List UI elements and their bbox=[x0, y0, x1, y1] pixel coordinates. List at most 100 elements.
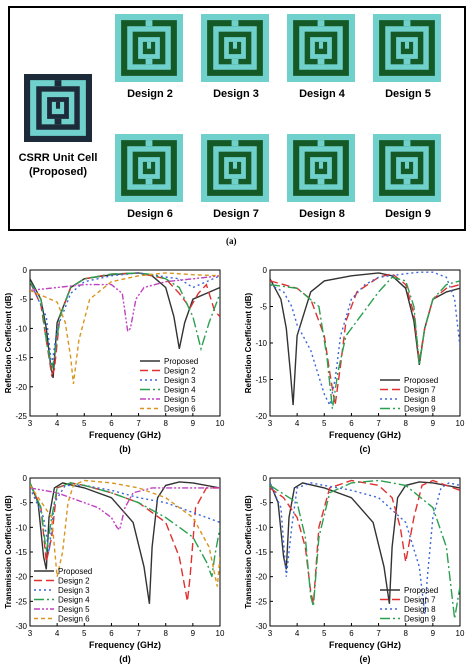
x-tick-label: 9 bbox=[431, 419, 436, 428]
x-tick-label: 9 bbox=[431, 629, 436, 638]
y-tick-label: -5 bbox=[20, 295, 28, 304]
x-tick-label: 7 bbox=[136, 419, 141, 428]
design-grid-panel: CSRR Unit Cell (Proposed) Design 2 Desig… bbox=[8, 6, 466, 231]
cell-outer-split bbox=[403, 20, 411, 27]
y-tick-label: -15 bbox=[255, 376, 267, 385]
x-tick-label: 5 bbox=[82, 419, 87, 428]
legend-entry: Design 6 bbox=[58, 615, 90, 624]
y-tick-label: -10 bbox=[255, 339, 267, 348]
design-8-image bbox=[287, 134, 355, 202]
design-2-image bbox=[115, 14, 183, 82]
chart-caption: (c) bbox=[360, 444, 371, 454]
y-tick-label: -5 bbox=[260, 303, 268, 312]
legend-entry: Design 8 bbox=[404, 605, 436, 614]
legend-entry: Design 3 bbox=[58, 586, 90, 595]
transmission-chart-e: 3 4 5 6 7 8 9 10 0 -5 -10 -15 -20 -25 -30 Frequency (GH… bbox=[244, 474, 465, 664]
x-tick-label: 6 bbox=[109, 629, 114, 638]
y-tick-label: -25 bbox=[15, 597, 27, 606]
series-line-design-5 bbox=[30, 275, 220, 333]
x-tick-label: 8 bbox=[163, 419, 168, 428]
design-2-label: Design 2 bbox=[127, 88, 173, 100]
x-tick-label: 5 bbox=[322, 629, 327, 638]
cell-outer-split bbox=[231, 140, 239, 147]
cell-inner-split bbox=[145, 58, 153, 65]
series-line-design-4 bbox=[30, 482, 220, 577]
legend-entry: Design 9 bbox=[404, 405, 436, 414]
x-tick-label: 5 bbox=[322, 419, 327, 428]
design-5-image bbox=[373, 14, 441, 82]
design-4-label: Design 4 bbox=[299, 88, 345, 100]
x-axis-label: Frequency (GHz) bbox=[329, 430, 401, 440]
cell-core-slit bbox=[232, 41, 238, 49]
unit-cell-image bbox=[24, 74, 92, 142]
x-tick-label: 10 bbox=[456, 419, 465, 428]
y-tick-label: 0 bbox=[23, 266, 28, 275]
series-line-design-7 bbox=[270, 479, 460, 604]
y-tick-label: -15 bbox=[15, 354, 27, 363]
reflection-chart-c: 3 4 5 6 7 8 9 10 0 -5 -10 -15 -20 Frequency (GHz) Refl… bbox=[244, 266, 465, 454]
legend-entry: Design 4 bbox=[164, 386, 196, 395]
y-tick-label: -5 bbox=[20, 499, 28, 508]
cell-outer-split bbox=[231, 20, 239, 27]
legend-entry: Design 2 bbox=[58, 577, 90, 586]
cell-outer-split bbox=[317, 20, 325, 27]
x-tick-label: 3 bbox=[28, 419, 33, 428]
x-tick-label: 8 bbox=[403, 629, 408, 638]
y-axis-label: Reflection Coefficient (dB) bbox=[4, 292, 13, 393]
y-tick-label: -15 bbox=[255, 548, 267, 557]
cell-inner-split bbox=[317, 58, 325, 65]
y-axis-label: Reflection Coefficient (dB) bbox=[244, 292, 253, 393]
y-tick-label: -10 bbox=[255, 523, 267, 532]
legend-entry: Design 5 bbox=[164, 395, 196, 404]
cell-outer-split bbox=[145, 140, 153, 147]
panel-a-caption: (a) bbox=[226, 236, 237, 246]
cell-inner-split bbox=[231, 178, 239, 185]
x-tick-label: 3 bbox=[268, 629, 273, 638]
series-line-design-7 bbox=[270, 272, 460, 406]
y-tick-label: -20 bbox=[15, 573, 27, 582]
x-tick-label: 9 bbox=[191, 629, 196, 638]
y-tick-label: -10 bbox=[15, 523, 27, 532]
y-tick-label: -30 bbox=[255, 622, 267, 631]
y-tick-label: -5 bbox=[260, 499, 268, 508]
x-tick-label: 7 bbox=[376, 419, 381, 428]
legend-entry: Design 2 bbox=[164, 367, 196, 376]
x-tick-label: 4 bbox=[295, 419, 300, 428]
y-tick-label: -25 bbox=[255, 597, 267, 606]
plot-frame bbox=[29, 269, 221, 417]
x-tick-label: 6 bbox=[349, 419, 354, 428]
x-tick-label: 3 bbox=[268, 419, 273, 428]
legend-entry: Design 9 bbox=[404, 615, 436, 624]
series-line-design-9 bbox=[270, 276, 460, 409]
cell-inner-split bbox=[54, 118, 62, 125]
y-axis-label: Transmission Coefficient (dB) bbox=[244, 495, 253, 609]
x-tick-label: 4 bbox=[55, 629, 60, 638]
reflection-chart-b: 3 4 5 6 7 8 9 10 0 -5 -10 -15 -20 -25 Frequency (GHz) R… bbox=[4, 266, 225, 454]
y-tick-label: -10 bbox=[15, 324, 27, 333]
y-tick-label: -30 bbox=[15, 622, 27, 631]
x-axis-label: Frequency (GHz) bbox=[329, 640, 401, 650]
x-tick-label: 6 bbox=[349, 629, 354, 638]
cell-core-slit bbox=[232, 161, 238, 169]
legend-entry: Design 4 bbox=[58, 596, 90, 605]
x-tick-label: 4 bbox=[55, 419, 60, 428]
x-tick-label: 10 bbox=[456, 629, 465, 638]
series-line-design-9 bbox=[270, 479, 460, 619]
unit-cell-label-line2: (Proposed) bbox=[28, 166, 88, 178]
cell-inner-split bbox=[403, 178, 411, 185]
y-axis-label: Transmission Coefficient (dB) bbox=[4, 495, 13, 609]
y-tick-label: 0 bbox=[23, 474, 28, 483]
cell-outer-split bbox=[145, 20, 153, 27]
legend-entry: Design 3 bbox=[164, 376, 196, 385]
design-7-image bbox=[201, 134, 269, 202]
y-tick-label: 0 bbox=[263, 474, 268, 483]
cell-outer-split bbox=[317, 140, 325, 147]
x-tick-label: 8 bbox=[403, 419, 408, 428]
y-tick-label: -20 bbox=[255, 412, 267, 421]
plot-frame bbox=[269, 477, 461, 627]
y-tick-label: -20 bbox=[15, 383, 27, 392]
x-tick-label: 3 bbox=[28, 629, 33, 638]
cell-inner-split bbox=[403, 58, 411, 65]
design-4-image bbox=[287, 14, 355, 82]
x-tick-label: 5 bbox=[82, 629, 87, 638]
